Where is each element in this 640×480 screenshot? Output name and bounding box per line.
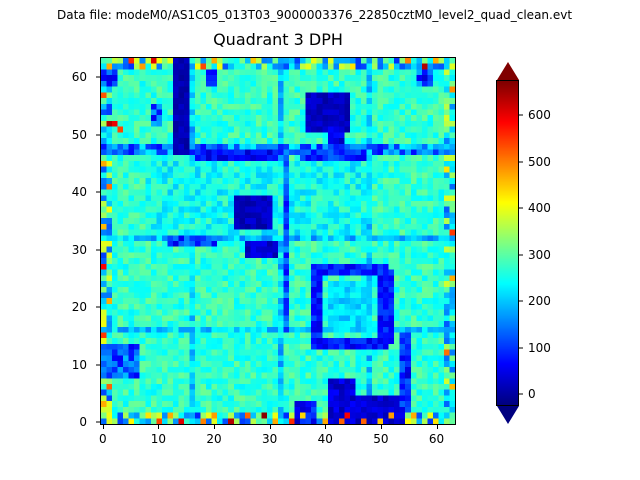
colorbar-tick-mark — [519, 393, 523, 395]
x-tick-mark — [269, 425, 271, 429]
y-tick-label: 10 — [71, 357, 87, 372]
colorbar-tick-label: 100 — [528, 340, 551, 355]
y-tick-mark — [96, 191, 100, 193]
x-tick-mark — [436, 425, 438, 429]
x-tick-label: 60 — [428, 432, 445, 446]
y-tick-label: 60 — [71, 70, 87, 85]
y-tick-mark — [96, 421, 100, 423]
y-axis-ticks: 0 10 20 30 40 50 60 — [58, 57, 96, 429]
y-tick-label: 20 — [71, 300, 87, 315]
heatmap-canvas — [101, 58, 455, 424]
data-file-label: Data file: modeM0/AS1C05_013T03_90000033… — [57, 8, 573, 22]
x-axis-ticks: 0 10 20 30 40 50 60 — [98, 424, 456, 448]
colorbar-ticks: 0 100 200 300 400 500 600 — [519, 80, 579, 406]
y-tick-label: 50 — [71, 127, 87, 142]
y-tick-mark — [96, 306, 100, 308]
y-tick-label: 0 — [79, 415, 87, 430]
x-tick-mark — [102, 425, 104, 429]
x-tick-mark — [158, 425, 160, 429]
x-tick-label: 30 — [262, 432, 278, 446]
colorbar-tick-label: 400 — [528, 201, 551, 216]
colorbar-tick-label: 300 — [528, 247, 551, 262]
x-tick-label: 50 — [373, 432, 389, 446]
colorbar-tick-label: 500 — [528, 154, 551, 169]
x-tick-label: 20 — [206, 432, 222, 446]
colorbar-tick-mark — [519, 161, 523, 162]
colorbar-under-arrow — [496, 406, 519, 424]
colorbar-tick-mark — [519, 114, 523, 116]
y-axis-tickmarks — [95, 57, 100, 425]
colorbar-tick-mark — [519, 300, 523, 302]
y-tick-label: 30 — [71, 242, 87, 257]
colorbar-body — [496, 80, 519, 406]
x-tick-mark — [380, 425, 382, 429]
colorbar-tick-label: 0 — [528, 387, 536, 402]
x-tick-label: 0 — [98, 432, 107, 446]
colorbar-tick-mark — [519, 254, 523, 256]
colorbar-tick-mark — [519, 347, 523, 349]
colorbar-tick-mark — [519, 207, 523, 209]
colorbar — [496, 62, 519, 424]
y-tick-mark — [96, 364, 100, 366]
colorbar-tick-label: 200 — [528, 294, 551, 309]
colorbar-over-arrow — [496, 62, 519, 80]
chart-title: Quadrant 3 DPH — [213, 30, 343, 49]
x-tick-mark — [325, 425, 327, 429]
y-tick-mark — [96, 249, 100, 251]
x-tick-mark — [214, 425, 216, 429]
y-tick-mark — [96, 134, 100, 136]
x-tick-label: 40 — [317, 432, 333, 446]
y-tick-mark — [96, 76, 100, 78]
colorbar-tick-label: 600 — [528, 107, 551, 122]
heatmap-plot — [100, 57, 456, 425]
colorbar-canvas — [497, 81, 518, 405]
x-tick-label: 10 — [150, 432, 167, 446]
y-tick-label: 40 — [71, 185, 87, 200]
